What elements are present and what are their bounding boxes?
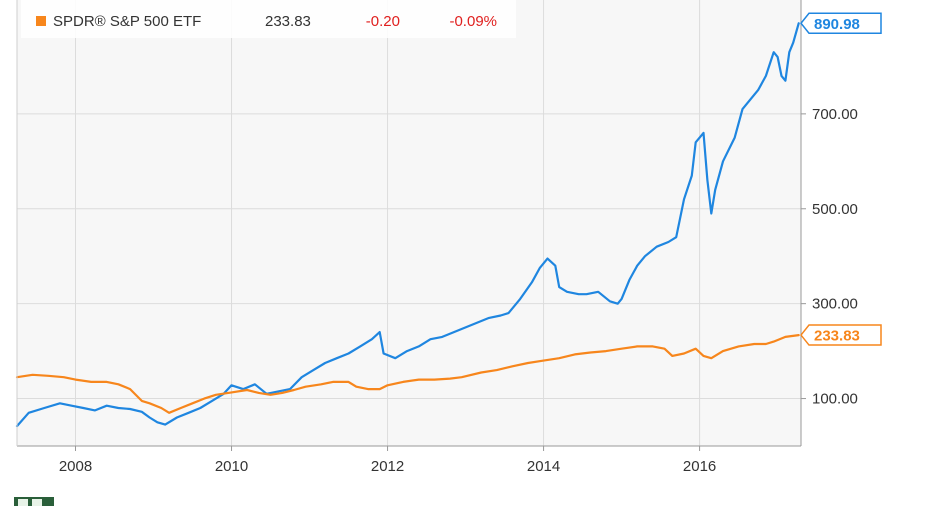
x-axis-ticks: 2008 2010 2012 2014 2016 xyxy=(59,446,716,475)
end-label-text: 233.83 xyxy=(814,328,860,345)
legend-series-value: 233.83 xyxy=(265,13,311,30)
source-logo xyxy=(14,497,54,509)
legend-entry-0: SPDR® S&P 500 ETF 233.83 -0.20 -0.09% xyxy=(36,13,497,30)
end-value-label-0: 890.98 xyxy=(800,12,882,35)
series-line-1 xyxy=(15,334,800,414)
end-label-box xyxy=(800,324,882,346)
legend-series-change-pct: -0.09% xyxy=(449,13,497,30)
y-tick-label: 300.00 xyxy=(812,296,858,313)
y-tick-label: 100.00 xyxy=(812,391,858,408)
x-tick-label: 2014 xyxy=(527,458,560,475)
grid xyxy=(17,0,801,446)
series-lines xyxy=(15,22,800,428)
end-label-box xyxy=(800,12,882,35)
legend-swatch xyxy=(36,16,46,26)
legend-background xyxy=(21,0,516,38)
x-tick-label: 2016 xyxy=(683,458,716,475)
x-tick-label: 2010 xyxy=(215,458,248,475)
y-tick-label: 700.00 xyxy=(812,106,858,123)
x-tick-label: 2012 xyxy=(371,458,404,475)
legend-series-change: -0.20 xyxy=(366,13,400,30)
legend-series-name: SPDR® S&P 500 ETF xyxy=(53,13,201,30)
legend: SPDR® S&P 500 ETF 233.83 -0.20 -0.09% xyxy=(21,0,516,38)
end-label-text: 890.98 xyxy=(814,16,860,33)
y-tick-label: 500.00 xyxy=(812,201,858,218)
axes xyxy=(16,0,802,447)
end-value-label-1: 233.83 xyxy=(800,324,882,346)
end-value-labels: 890.98 233.83 xyxy=(800,12,882,346)
y-axis-ticks: 100.00 300.00 500.00 700.00 xyxy=(801,106,858,408)
series-line-0 xyxy=(15,22,800,428)
x-tick-label: 2008 xyxy=(59,458,92,475)
plot-background xyxy=(17,0,801,446)
